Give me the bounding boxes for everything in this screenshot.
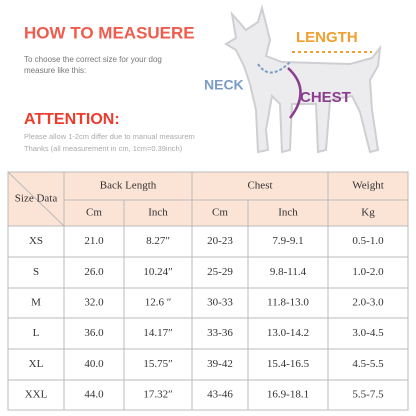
cell-text: Inch [148,207,168,219]
cell-text: Cm [212,207,228,219]
table-cell [191,225,249,258]
table-cell [63,225,125,258]
cell-text: S [33,266,39,278]
cell-text: XL [29,358,44,370]
cell-text: 26.0 [84,266,104,278]
cell-text: Size Data [15,193,58,205]
table-cell [191,256,249,289]
cell-text: Back Length [100,180,157,192]
dog-illustration [224,4,382,154]
table-cell [191,171,329,201]
cell-text: 4.5-5.5 [352,358,384,370]
chest-line [287,67,302,119]
length-label: LENGTH [296,29,358,46]
cell-text: 1.0-2.0 [352,266,384,278]
cell-text: 10.24″ [143,266,172,278]
table-cell [123,379,193,411]
table-cell [327,379,409,411]
subtitle: measure like this: [24,66,86,75]
table-cell [7,317,65,350]
table-cell [327,225,409,258]
cell-text: M [31,297,41,309]
cell-text: 44.0 [84,389,104,401]
cell-text: 17.32″ [143,389,172,401]
cell-text: 43-46 [207,389,233,401]
cell-text: 2.0-3.0 [352,297,384,309]
subtitle: To choose the correct size for your dog [24,55,162,64]
cell-text: 20-23 [207,235,233,247]
table-cell [327,287,409,319]
title: HOW TO MEASUERE [24,23,195,42]
cell-text: Weight [352,180,384,192]
cell-text: 33-36 [207,327,233,339]
table-cell [247,379,329,411]
attention-note: Please allow 1-2cm differ due to manual … [24,132,195,141]
table-cell [247,256,329,289]
table-cell [191,379,249,411]
cell-text: 32.0 [84,297,104,309]
cell-text: 9.8-11.4 [270,266,307,278]
cell-text: 14.17″ [143,327,172,339]
neck-label: NECK [204,77,244,93]
table-cell [247,348,329,381]
table-cell [63,379,125,411]
cell-text: Inch [278,207,298,219]
cell-text: 39-42 [207,358,233,370]
table-cell [7,287,65,319]
cell-text: 40.0 [84,358,104,370]
cell-text: 25-29 [207,266,233,278]
cell-text: 36.0 [84,327,104,339]
cell-text: 30-33 [207,297,233,309]
cell-text: XS [29,235,43,247]
cell-text: 0.5-1.0 [352,235,384,247]
table-cell [7,256,65,289]
cell-text: 15.4-16.5 [267,358,310,370]
cell-text: 12.6 ″ [145,297,172,309]
neck-line [257,61,291,74]
table-cell [247,287,329,319]
cell-text: 16.9-18.1 [267,389,309,401]
table-cell [327,256,409,289]
chest-label: CHEST [300,89,351,106]
table-cell [123,317,193,350]
cell-text: 21.0 [84,235,104,247]
table-cell [63,348,125,381]
table-cell [63,256,125,289]
cell-text: 3.0-4.5 [352,327,384,339]
table-cell [191,199,249,227]
attention-title: ATTENTION: [24,111,120,128]
cell-text: XXL [25,389,48,401]
cell-text: Kg [361,207,375,219]
table-cell [63,199,125,227]
table-cell [327,348,409,381]
table-cell [327,171,409,201]
attention-note: Thanks (all measurement in cm, 1cm=0.39i… [24,144,183,153]
cell-text: Cm [86,207,102,219]
cell-text: 8.27″ [146,235,170,247]
table-cell [327,199,409,227]
cell-text: 13.0-14.2 [267,327,309,339]
cell-text: 15.75″ [143,358,172,370]
table-cell [7,348,65,381]
table-cell [123,256,193,289]
cell-text: Chest [247,180,272,192]
table-cell [63,317,125,350]
diagonal [7,171,65,227]
cell-text: 7.9-9.1 [272,235,303,247]
size-table: Size Data Back Length Chest Weight Cm Inch Cm I… [7,171,409,411]
cell-text: 5.5-7.5 [352,389,384,401]
table-cell [191,287,249,319]
cell-text: L [33,327,40,339]
cell-text: 11.8-13.0 [267,297,309,309]
